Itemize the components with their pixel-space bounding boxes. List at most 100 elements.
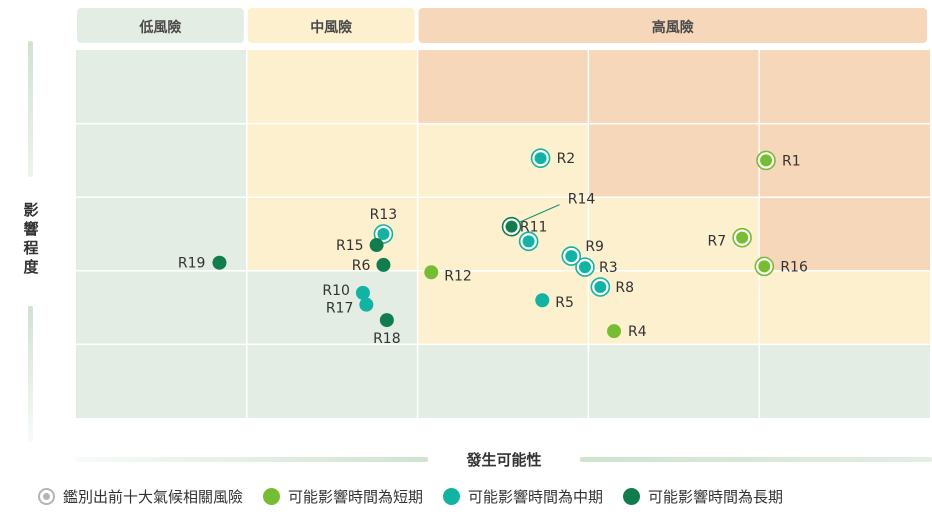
- grid-cell: [417, 197, 589, 271]
- point-dot: [534, 152, 547, 165]
- short-term-dot-icon: [263, 488, 281, 505]
- point-dot: [565, 250, 578, 263]
- point-r9: [561, 246, 582, 266]
- point-dot: [379, 313, 394, 328]
- grid-cell: [759, 197, 930, 271]
- point-dot: [758, 260, 771, 273]
- point-label-r8: R8: [615, 280, 634, 296]
- legend-item-long: 可能影響時間為長期: [623, 486, 783, 507]
- point-dot: [359, 297, 374, 312]
- point-label-r7: R7: [707, 234, 726, 250]
- point-r4: [607, 324, 622, 339]
- point-r17: [359, 297, 374, 312]
- axes: 發生可能性 影響程度: [23, 41, 932, 469]
- point-r5: [535, 293, 550, 308]
- point-r3: [575, 257, 595, 277]
- grid-cell: [246, 50, 418, 124]
- y-axis-bar-bottom: [28, 306, 33, 442]
- point-label-r15: R15: [336, 238, 364, 254]
- y-axis-title: 影響程度: [23, 201, 39, 276]
- point-dot: [736, 231, 749, 244]
- point-label-r12: R12: [444, 268, 472, 284]
- legend-label-mid: 可能影響時間為中期: [468, 488, 604, 506]
- point-dot: [212, 255, 227, 270]
- grid-cell: [588, 197, 760, 271]
- grid-cell: [76, 270, 247, 345]
- risk-band-headers: 低風險 中風險 高風險: [77, 8, 927, 43]
- point-dot: [505, 220, 518, 233]
- point-label-r14: R14: [568, 192, 596, 208]
- point-dot: [424, 265, 439, 280]
- legend-label-short: 可能影響時間為短期: [288, 488, 424, 506]
- point-r14: [501, 216, 522, 237]
- point-label-r5: R5: [555, 295, 574, 311]
- point-r10: [355, 285, 370, 300]
- point-r18: [379, 313, 394, 328]
- risk-matrix-chart: 低風險 中風險 高風險 發生可能性 影響程度 R1 R2 R3 R4 R5 R6 R7 R8 R9 R1…: [23, 8, 932, 469]
- grid-cell: [246, 123, 418, 198]
- point-dot: [760, 154, 773, 167]
- point-r7: [732, 227, 752, 248]
- mid-term-dot-icon: [443, 488, 461, 505]
- point-dot: [522, 235, 535, 248]
- band-header-high-label: 高風險: [652, 19, 694, 36]
- ring-marker-icon: [38, 488, 55, 505]
- grid-cell: [417, 270, 589, 345]
- grid-cell: [76, 123, 247, 198]
- grid-cell: [246, 344, 418, 418]
- point-r2: [530, 148, 551, 168]
- y-axis-bar-top: [28, 41, 33, 177]
- point-label-r10: R10: [322, 283, 350, 299]
- legend: 鑑別出前十大氣候相關風險 可能影響時間為短期 可能影響時間為中期 可能影響時間為…: [38, 486, 803, 507]
- point-r19: [212, 255, 227, 270]
- point-label-r11: R11: [520, 219, 548, 235]
- point-dot: [535, 293, 550, 308]
- grid-cell: [417, 344, 589, 418]
- point-r1: [756, 150, 776, 171]
- point-label-r9: R9: [585, 239, 604, 255]
- grid-cell: [759, 123, 930, 198]
- point-label-r6: R6: [352, 258, 371, 274]
- point-dot: [607, 324, 622, 339]
- band-header-low: [77, 8, 244, 43]
- point-dot: [369, 238, 384, 253]
- grid-cell: [417, 123, 589, 198]
- point-r15: [369, 238, 384, 253]
- grid-cell: [588, 50, 760, 124]
- point-dot: [594, 280, 607, 293]
- grid-cells: [76, 50, 930, 418]
- grid-cell: [759, 270, 930, 345]
- point-label-r17: R17: [326, 301, 354, 317]
- x-axis-bar-left: [76, 457, 428, 462]
- point-dot: [376, 257, 391, 272]
- legend-label-long: 可能影響時間為長期: [648, 488, 784, 506]
- band-header-mid-label: 中風險: [310, 19, 352, 36]
- band-header-mid: [247, 8, 415, 43]
- band-header-low-label: 低風險: [138, 19, 181, 36]
- point-dot: [377, 228, 390, 240]
- grid-cell: [588, 123, 760, 198]
- legend-label-top10: 鑑別出前十大氣候相關風險: [63, 488, 244, 506]
- point-label-r19: R19: [178, 256, 206, 272]
- long-term-dot-icon: [623, 488, 641, 505]
- point-r6: [376, 257, 391, 272]
- point-label-r18: R18: [373, 331, 401, 347]
- point-dot: [578, 261, 591, 274]
- point-r11: [518, 231, 539, 252]
- grid-cell: [759, 50, 930, 124]
- point-label-r3: R3: [599, 260, 618, 276]
- point-label-r4: R4: [628, 324, 647, 340]
- point-label-r2: R2: [557, 151, 576, 167]
- leader-line: [518, 204, 560, 224]
- x-axis-bar-right: [580, 457, 932, 462]
- legend-item-mid: 可能影響時間為中期: [443, 486, 603, 507]
- point-r12: [424, 265, 439, 280]
- legend-item-top10: 鑑別出前十大氣候相關風險: [38, 486, 243, 507]
- x-axis-title: 發生可能性: [465, 451, 541, 469]
- point-r16: [754, 256, 775, 277]
- point-label-r1: R1: [782, 153, 801, 169]
- band-header-high: [418, 8, 927, 43]
- point-label-r16: R16: [780, 259, 808, 275]
- point-dot: [355, 285, 370, 300]
- grid-cell: [76, 50, 247, 124]
